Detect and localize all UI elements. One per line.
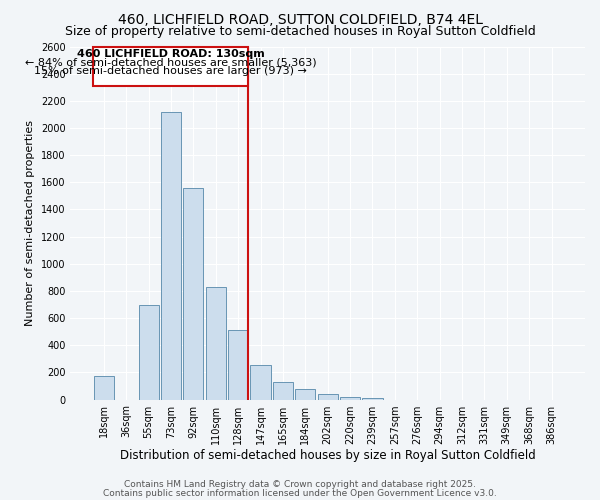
Text: 460 LICHFIELD ROAD: 130sqm: 460 LICHFIELD ROAD: 130sqm	[77, 48, 265, 58]
Bar	[273, 382, 293, 400]
Bar	[92, 46, 248, 86]
X-axis label: Distribution of semi-detached houses by size in Royal Sutton Coldfield: Distribution of semi-detached houses by …	[120, 450, 536, 462]
Text: 15% of semi-detached houses are larger (973) →: 15% of semi-detached houses are larger (…	[34, 66, 307, 76]
Text: Size of property relative to semi-detached houses in Royal Sutton Coldfield: Size of property relative to semi-detach…	[65, 25, 535, 38]
Bar	[340, 397, 360, 400]
Bar	[94, 376, 114, 400]
Text: 460, LICHFIELD ROAD, SUTTON COLDFIELD, B74 4EL: 460, LICHFIELD ROAD, SUTTON COLDFIELD, B…	[118, 12, 482, 26]
Bar	[317, 394, 338, 400]
Bar	[161, 112, 181, 400]
Bar	[184, 188, 203, 400]
Text: Contains public sector information licensed under the Open Government Licence v3: Contains public sector information licen…	[103, 488, 497, 498]
Text: ← 84% of semi-detached houses are smaller (5,363): ← 84% of semi-detached houses are smalle…	[25, 58, 316, 68]
Bar	[206, 287, 226, 400]
Bar	[250, 365, 271, 400]
Y-axis label: Number of semi-detached properties: Number of semi-detached properties	[25, 120, 35, 326]
Bar	[295, 390, 316, 400]
Bar	[139, 304, 159, 400]
Text: Contains HM Land Registry data © Crown copyright and database right 2025.: Contains HM Land Registry data © Crown c…	[124, 480, 476, 489]
Bar	[362, 398, 383, 400]
Bar	[228, 330, 248, 400]
